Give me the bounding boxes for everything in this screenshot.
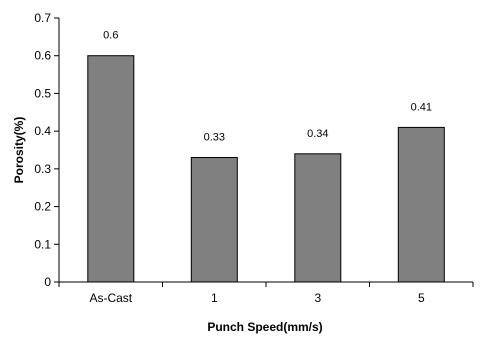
data-label-2: 0.34 bbox=[307, 128, 328, 140]
labels-group: 0.6 0.33 0.34 0.41 0 0.1 0.2 0.3 0.4 0.5 0.6 0.7 As-… bbox=[34, 11, 432, 305]
data-label-1: 0.33 bbox=[204, 132, 225, 144]
data-label-0: 0.6 bbox=[103, 30, 118, 42]
x-axis-title: Punch Speed(mm/s) bbox=[207, 320, 322, 334]
y-tick-label-4: 0.4 bbox=[34, 124, 51, 138]
bar-0 bbox=[87, 55, 135, 283]
bars-group bbox=[87, 55, 445, 283]
x-tick-label-3: 5 bbox=[418, 291, 425, 305]
y-tick-label-7: 0.7 bbox=[34, 11, 51, 25]
y-axis-title: Porosity(%) bbox=[12, 117, 26, 184]
data-label-3: 0.41 bbox=[411, 101, 432, 113]
y-tick-label-3: 0.3 bbox=[34, 162, 51, 176]
y-tick-label-2: 0.2 bbox=[34, 200, 51, 214]
x-tick-label-0: As-Cast bbox=[89, 291, 132, 305]
axes-group bbox=[54, 17, 474, 287]
bar-3 bbox=[397, 126, 445, 283]
y-tick-label-6: 0.6 bbox=[34, 49, 51, 63]
y-tick-label-0: 0 bbox=[44, 275, 51, 289]
y-tick-label-5: 0.5 bbox=[34, 86, 51, 100]
x-tick-label-2: 3 bbox=[314, 291, 321, 305]
bar-1 bbox=[190, 157, 238, 283]
y-tick-label-1: 0.1 bbox=[34, 237, 51, 251]
x-tick-label-1: 1 bbox=[211, 291, 218, 305]
bar-2 bbox=[294, 153, 342, 283]
